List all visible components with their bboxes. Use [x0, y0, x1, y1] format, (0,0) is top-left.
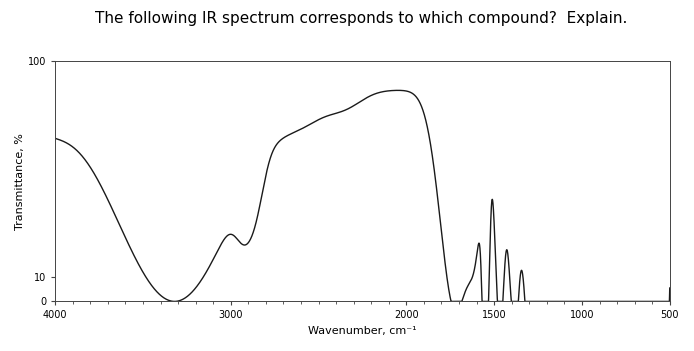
Y-axis label: Transmittance, %: Transmittance, % [15, 133, 25, 230]
X-axis label: Wavenumber, cm⁻¹: Wavenumber, cm⁻¹ [308, 326, 417, 336]
Text: The following IR spectrum corresponds to which compound?  Explain.: The following IR spectrum corresponds to… [94, 11, 627, 26]
